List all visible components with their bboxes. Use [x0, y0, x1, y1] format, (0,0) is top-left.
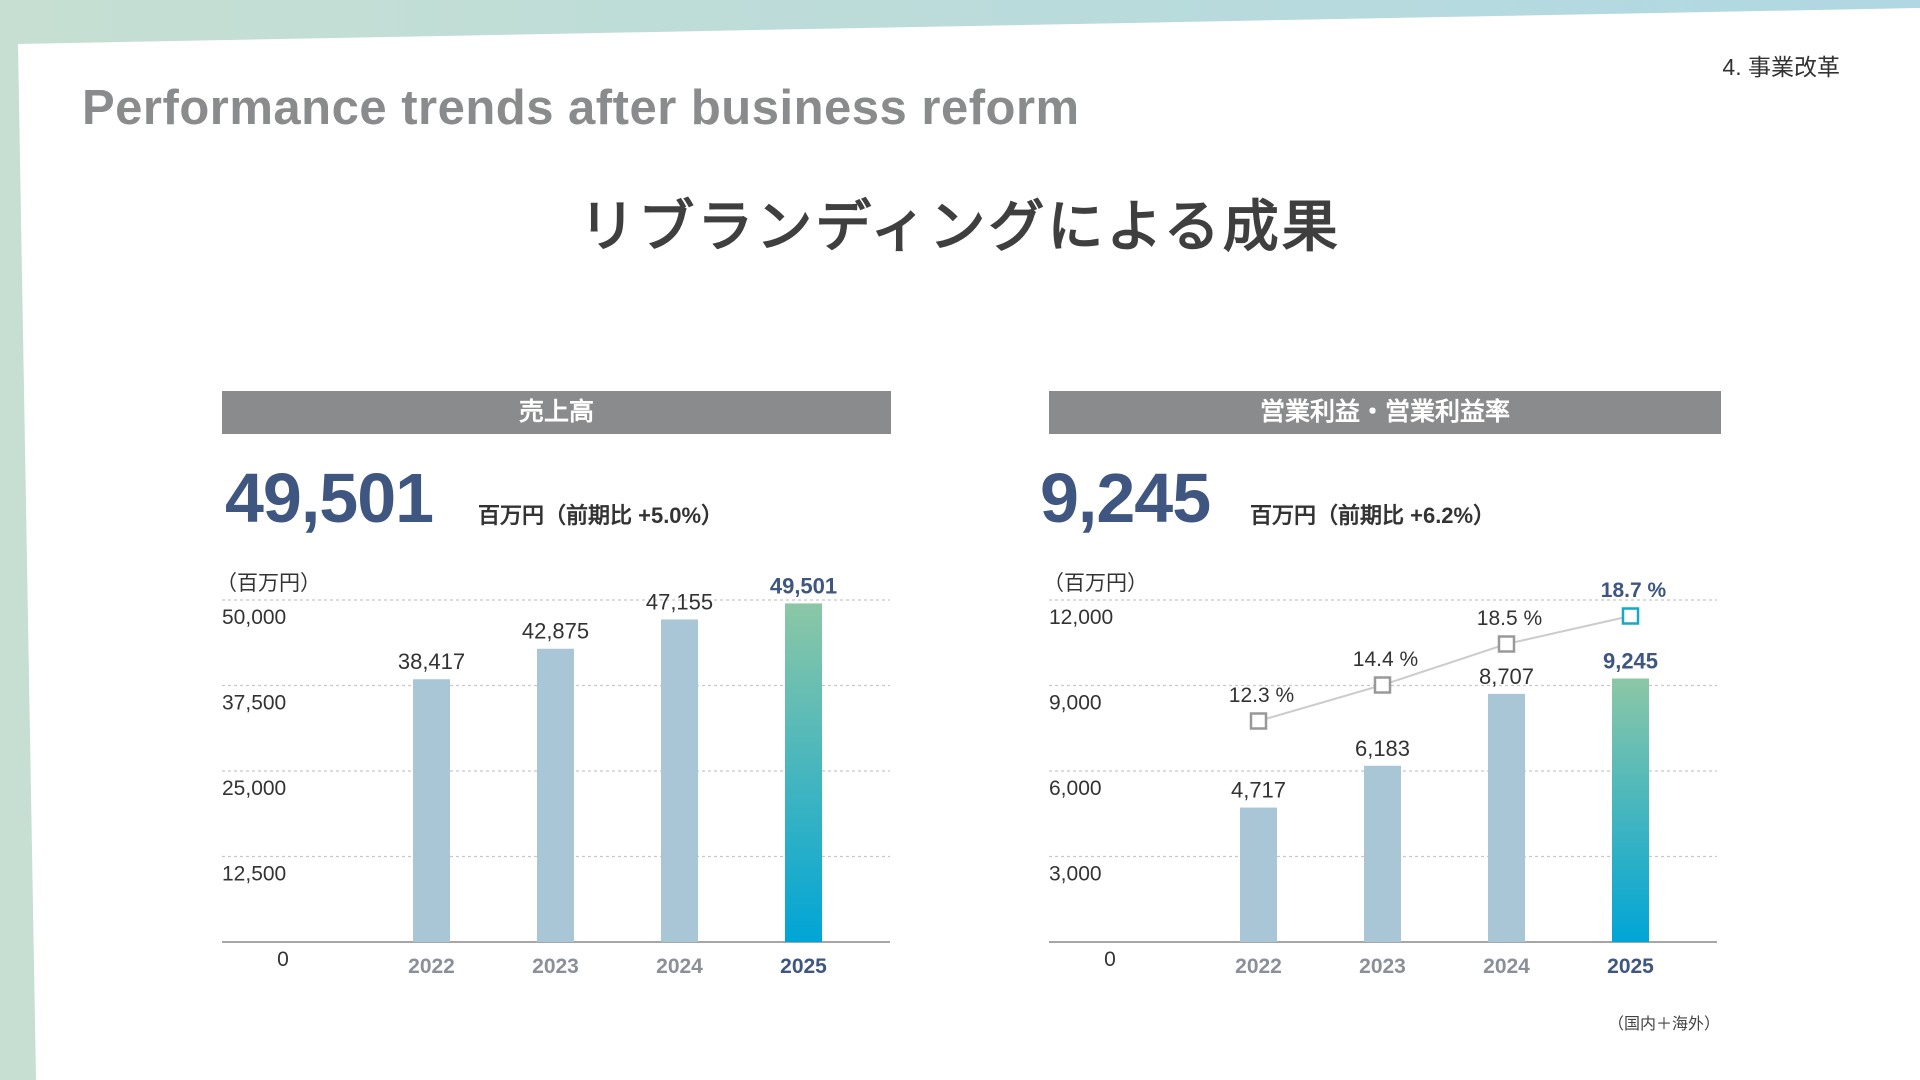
y-tick-label: 6,000 [1049, 777, 1102, 800]
x-tick-label: 2025 [1607, 955, 1654, 978]
page-title: Performance trends after business reform [82, 81, 1080, 135]
rate-label: 14.4 % [1353, 648, 1418, 671]
y-tick-label: 9,000 [1049, 692, 1102, 715]
bar-2025 [785, 603, 822, 942]
profit-unit-label: （百万円） [1043, 572, 1148, 595]
bar-2025 [1612, 678, 1649, 942]
rate-marker-2024 [1497, 635, 1516, 653]
bar-2022 [1240, 807, 1277, 942]
x-tick-label: 2022 [1235, 955, 1282, 978]
rate-label: 18.7 % [1601, 579, 1667, 602]
section-label: 4. 事業改革 [1722, 54, 1840, 80]
rate-label: 12.3 % [1229, 684, 1294, 707]
bar-2023 [1364, 765, 1401, 942]
footnote: （国内＋海外） [1607, 1016, 1720, 1033]
y-tick-label: 12,500 [222, 863, 286, 886]
y-tick-label: 37,500 [222, 692, 286, 715]
rate-line [1258, 615, 1631, 722]
x-tick-label: 2023 [1359, 955, 1406, 978]
bar-value-label: 9,245 [1603, 649, 1658, 674]
rate-marker-2022 [1249, 712, 1268, 730]
bar-value-label: 6,183 [1355, 736, 1410, 761]
profit-panel-header: 営業利益・営業利益率 [1049, 391, 1721, 434]
profit-chart: 0 3,000 6,000 9,000 12,000 4,717 2022 6,183 2023… [1049, 579, 1717, 978]
page-subtitle: リブランディングによる成果 [579, 195, 1341, 258]
x-tick-label: 2025 [780, 955, 827, 978]
sales-kpi-value: 49,501 [225, 459, 434, 537]
rate-marker-2025 [1621, 607, 1640, 625]
y-tick-label: 3,000 [1049, 863, 1102, 886]
sales-chart: 0 12,500 25,000 37,500 50,000 38,417 2022 42,87… [222, 573, 890, 978]
x-tick-label: 2022 [408, 955, 455, 978]
sales-panel-header: 売上高 [222, 391, 891, 434]
y-tick-label: 50,000 [222, 606, 286, 629]
profit-kpi-value: 9,245 [1040, 459, 1211, 537]
bar-value-label: 42,875 [522, 619, 589, 644]
x-tick-label: 2024 [1483, 955, 1530, 978]
profit-kpi-subtext: 百万円（前期比 +6.2%） [1250, 503, 1496, 528]
sales-unit-label: （百万円） [216, 572, 321, 595]
bar-value-label: 47,155 [646, 589, 713, 614]
bar-2023 [537, 648, 574, 942]
rate-marker-2023 [1373, 676, 1392, 694]
sales-kpi-subtext: 百万円（前期比 +5.0%） [478, 503, 724, 528]
y-tick-label: 0 [277, 948, 289, 971]
x-tick-label: 2023 [532, 955, 579, 978]
y-tick-label: 25,000 [222, 777, 286, 800]
bar-2024 [661, 619, 698, 942]
bar-2024 [1488, 693, 1525, 942]
rate-label: 18.5 % [1477, 607, 1542, 630]
y-tick-label: 12,000 [1049, 606, 1113, 629]
bar-2022 [413, 679, 450, 942]
bar-value-label: 49,501 [770, 573, 837, 598]
y-tick-label: 0 [1104, 948, 1116, 971]
bar-value-label: 4,717 [1231, 778, 1286, 803]
bar-value-label: 38,417 [398, 649, 465, 674]
x-tick-label: 2024 [656, 955, 703, 978]
bar-value-label: 8,707 [1479, 664, 1534, 689]
